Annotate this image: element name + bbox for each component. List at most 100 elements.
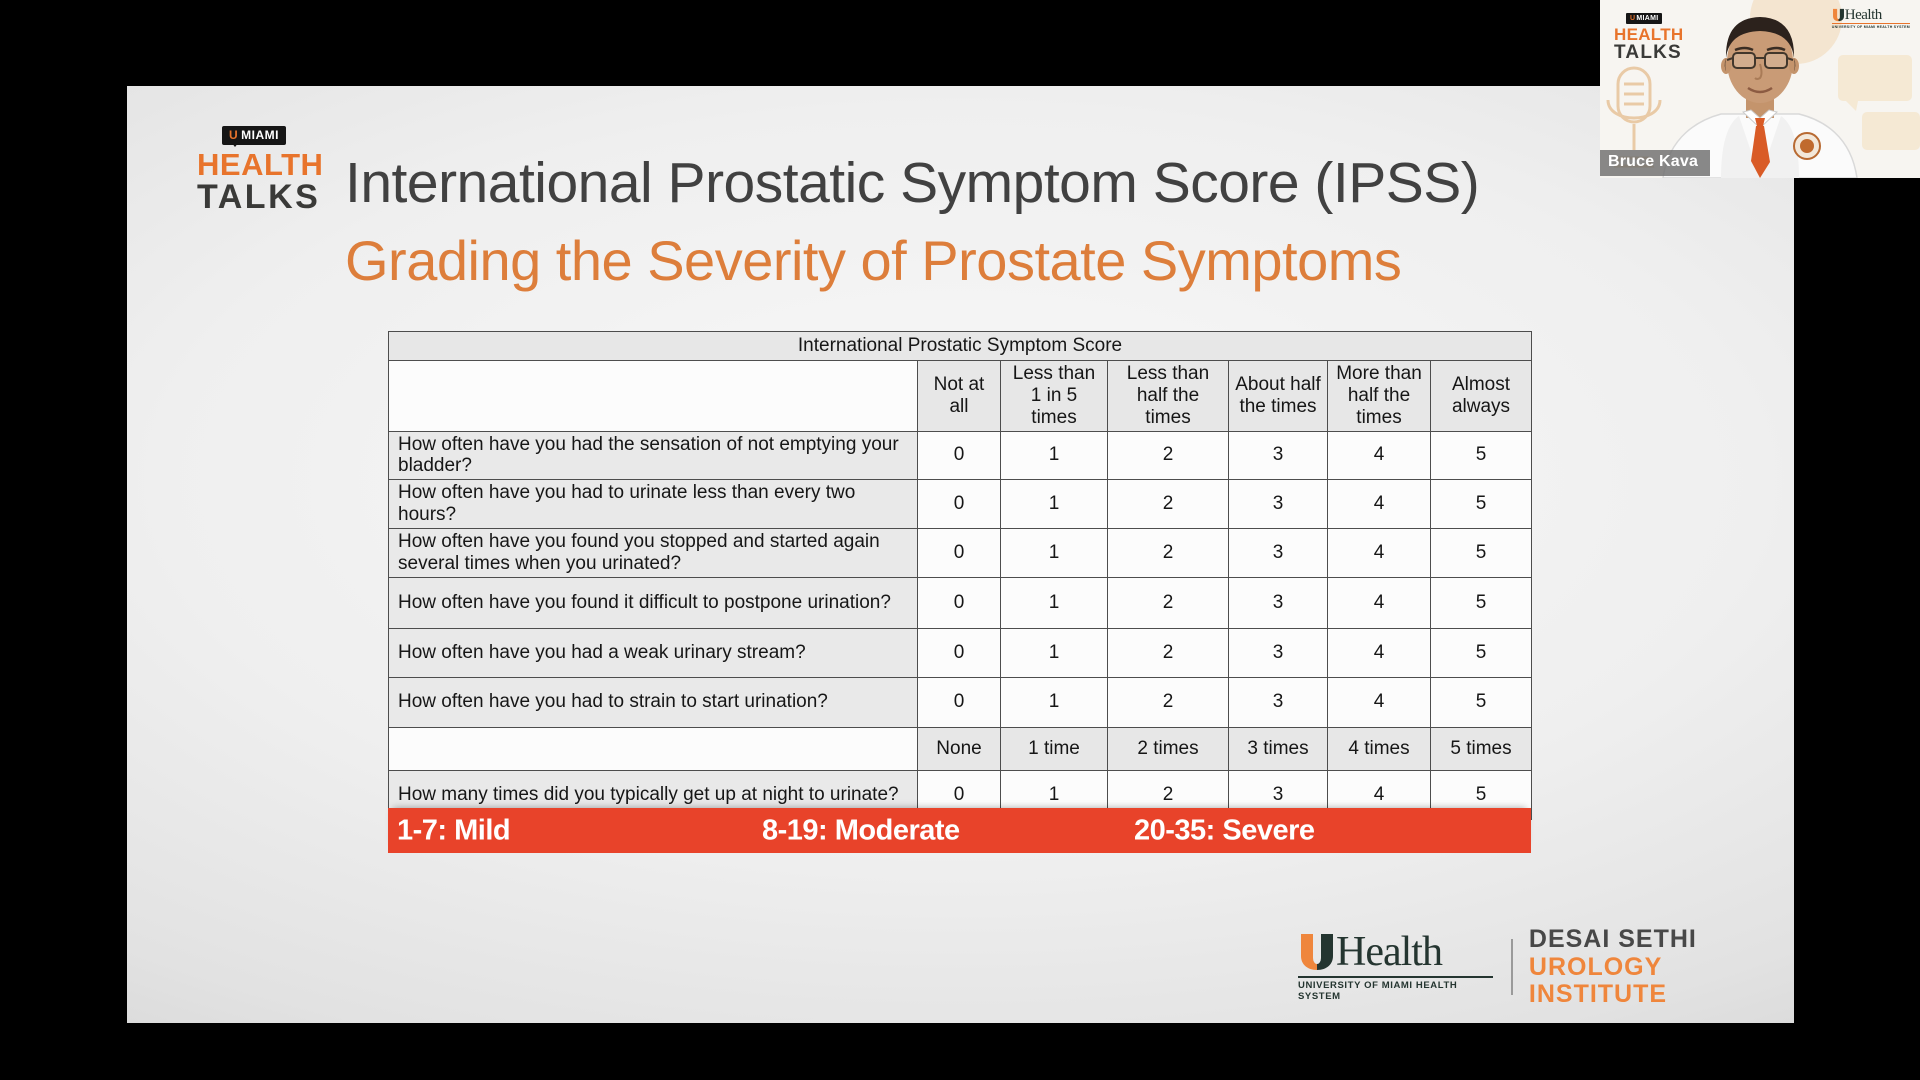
score-cell: 4 — [1327, 527, 1431, 578]
video-health-wordmark: HEALTH — [1614, 25, 1684, 44]
question-cell: How often have you found you stopped and… — [388, 527, 918, 578]
col-header: 1 time — [1000, 726, 1108, 771]
footer-divider — [1510, 939, 1513, 996]
question-row: How often have you had a weak urinary st… — [388, 627, 1532, 678]
miami-badge: U MIAMI — [222, 126, 286, 147]
question-cell: How often have you had the sensation of … — [388, 430, 918, 481]
score-cell: 5 — [1430, 479, 1532, 529]
score-cell: 4 — [1327, 479, 1431, 529]
score-cell: 2 — [1107, 430, 1229, 481]
score-cell: 1 — [1000, 430, 1108, 481]
presentation-slide: U MIAMI HEALTH TALKS International Prosta… — [127, 86, 1794, 1023]
col-header: Less than half the times — [1107, 360, 1229, 432]
speaker-name-label: Bruce Kava — [1600, 150, 1711, 176]
night-header-row: None 1 time 2 times 3 times 4 times 5 ti… — [388, 726, 1532, 771]
col-header: Not at all — [917, 360, 1001, 432]
score-cell: 2 — [1107, 676, 1229, 728]
score-cell: 3 — [1228, 430, 1328, 481]
question-cell: How often have you had to urinate less t… — [388, 479, 918, 529]
video-miami-badge-label: MIAMI — [1636, 15, 1659, 22]
speaker-video-thumbnail[interactable]: UMIAMI HEALTH TALKS Health UNIVERSITY OF… — [1600, 0, 1920, 178]
col-header: 4 times — [1327, 726, 1431, 771]
score-cell: 4 — [1327, 676, 1431, 728]
question-cell: How often have you had to strain to star… — [388, 676, 918, 728]
score-cell: 1 — [1000, 576, 1108, 629]
severity-scale-bar: 1-7: Mild 8-19: Moderate 20-35: Severe — [388, 808, 1531, 853]
uhealth-logo: Health UNIVERSITY OF MIAMI HEALTH SYSTEM — [1298, 932, 1493, 1002]
score-cell: 0 — [917, 676, 1001, 728]
score-cell: 1 — [1000, 627, 1108, 678]
score-cell: 4 — [1327, 627, 1431, 678]
video-talks-wordmark: TALKS — [1614, 42, 1682, 63]
question-row: How often have you had the sensation of … — [388, 430, 1532, 481]
slide-subtitle: Grading the Severity of Prostate Symptom… — [345, 229, 1402, 292]
footer-logos: Health UNIVERSITY OF MIAMI HEALTH SYSTEM… — [1298, 925, 1794, 1009]
score-cell: 0 — [917, 627, 1001, 678]
score-cell: 0 — [917, 479, 1001, 529]
health-wordmark: HEALTH — [197, 147, 324, 182]
question-row: How often have you found it difficult to… — [388, 576, 1532, 629]
score-cell: 2 — [1107, 576, 1229, 629]
institute-name-line1: DESAI SETHI — [1528, 925, 1697, 953]
ipss-table: International Prostatic Symptom Score No… — [388, 331, 1532, 820]
col-header: None — [917, 726, 1001, 771]
score-cell: 5 — [1430, 576, 1532, 629]
uhealth-tagline: UNIVERSITY OF MIAMI HEALTH SYSTEM — [1298, 976, 1493, 1002]
score-cell: 3 — [1228, 576, 1328, 629]
video-uhealth-wordmark: Health — [1844, 6, 1882, 23]
empty-header-cell — [388, 360, 918, 432]
col-header: 5 times — [1430, 726, 1532, 771]
score-cell: 2 — [1107, 527, 1229, 578]
score-cell: 1 — [1000, 527, 1108, 578]
score-cell: 5 — [1430, 627, 1532, 678]
question-row: How often have you found you stopped and… — [388, 527, 1532, 578]
question-cell: How often have you found it difficult to… — [388, 576, 918, 629]
score-cell: 3 — [1228, 676, 1328, 728]
col-header: Less than 1 in 5 times — [1000, 360, 1108, 432]
institute-name-line2: UROLOGY INSTITUTE — [1528, 952, 1668, 1008]
col-header: 2 times — [1107, 726, 1229, 771]
col-header: More than half the times — [1327, 360, 1431, 432]
health-talks-logo: U MIAMI HEALTH TALKS — [197, 126, 323, 214]
score-cell: 0 — [917, 430, 1001, 481]
talks-wordmark: TALKS — [197, 178, 321, 216]
empty-header-cell — [388, 726, 918, 771]
score-cell: 5 — [1430, 676, 1532, 728]
question-cell: How often have you had a weak urinary st… — [388, 627, 918, 678]
question-row: How often have you had to urinate less t… — [388, 479, 1532, 529]
col-header: 3 times — [1228, 726, 1328, 771]
score-cell: 1 — [1000, 676, 1108, 728]
miami-badge-label: MIAMI — [241, 128, 279, 142]
score-cell: 0 — [917, 576, 1001, 629]
frequency-header-row: Not at all Less than 1 in 5 times Less t… — [388, 360, 1532, 432]
u-logo-icon — [1832, 8, 1844, 22]
table-title: International Prostatic Symptom Score — [388, 331, 1532, 361]
u-miami-icon: U — [1630, 15, 1636, 22]
table-title-row: International Prostatic Symptom Score — [388, 331, 1532, 361]
severity-moderate: 8-19: Moderate — [762, 814, 960, 846]
col-header: Almost always — [1430, 360, 1532, 432]
score-cell: 4 — [1327, 430, 1431, 481]
u-miami-icon: U — [229, 128, 239, 142]
video-uhealth-logo: Health UNIVERSITY OF MIAMI HEALTH SYSTEM — [1831, 6, 1910, 29]
speaker-avatar — [1662, 17, 1858, 178]
severity-severe: 20-35: Severe — [1134, 814, 1315, 846]
video-uhealth-tagline: UNIVERSITY OF MIAMI HEALTH SYSTEM — [1831, 23, 1910, 29]
score-cell: 0 — [917, 527, 1001, 578]
score-cell: 3 — [1228, 479, 1328, 529]
score-cell: 4 — [1327, 576, 1431, 629]
uhealth-wordmark: Health — [1336, 929, 1443, 976]
col-header: About half the times — [1228, 360, 1328, 432]
u-logo-icon — [1301, 934, 1333, 971]
score-cell: 1 — [1000, 479, 1108, 529]
score-cell: 3 — [1228, 527, 1328, 578]
score-cell: 5 — [1430, 527, 1532, 578]
score-cell: 5 — [1430, 430, 1532, 481]
slide-title: International Prostatic Symptom Score (I… — [345, 151, 1480, 215]
score-cell: 3 — [1228, 627, 1328, 678]
score-cell: 2 — [1107, 627, 1229, 678]
severity-mild: 1-7: Mild — [397, 814, 511, 846]
score-cell: 2 — [1107, 479, 1229, 529]
institute-logo: DESAI SETHI UROLOGY INSTITUTE — [1528, 925, 1794, 1009]
question-row: How often have you had to strain to star… — [388, 676, 1532, 728]
